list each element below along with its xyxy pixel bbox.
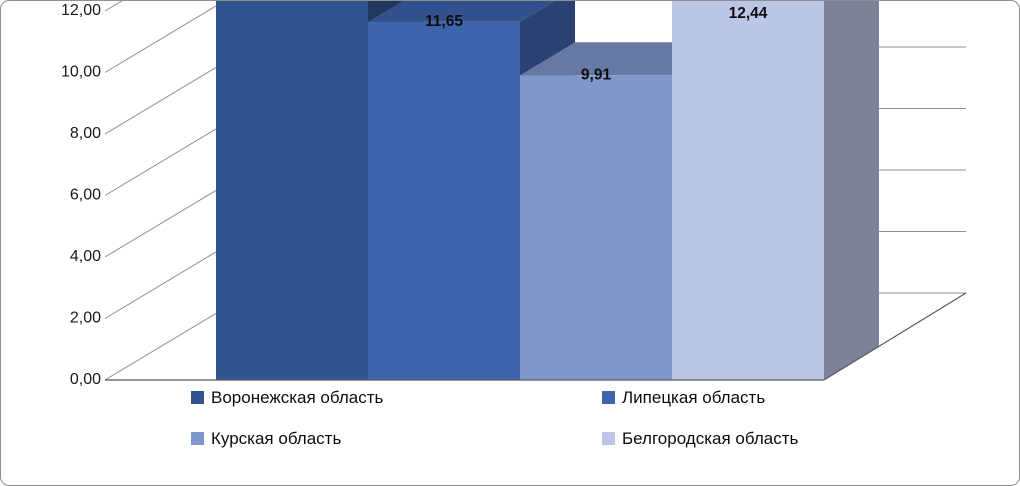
bar-top-face (368, 1, 555, 22)
gridline-left-6 (104, 1, 123, 12)
gridline-left-3 (104, 128, 217, 196)
y-axis-tick-label-3: 6,00 (70, 187, 101, 204)
bar-side-face (824, 1, 879, 380)
legend-marker-icon (191, 391, 204, 404)
legend-marker-icon (602, 432, 615, 445)
bar-front-face (520, 75, 672, 380)
y-axis-tick-label-6: 12,00 (61, 2, 101, 19)
y-axis-tick-label-0: 0,00 (70, 371, 101, 388)
value-label-4: 12,44 (729, 5, 768, 22)
value-label-2: 11,65 (425, 13, 463, 30)
legend-marker-icon (602, 391, 615, 404)
legend-label: Липецкая область (622, 388, 765, 407)
bar-front-face (672, 1, 824, 380)
y-axis-tick-label-1: 2,00 (70, 310, 101, 327)
bar-front-face (368, 21, 520, 380)
legend-item-3: Белгородская область (602, 429, 798, 448)
legend-label: Воронежская область (211, 388, 384, 407)
gridline-left-1 (104, 251, 217, 319)
gridline-left-5 (104, 5, 217, 73)
floor-front-edge (823, 292, 967, 381)
legend-item-0: Воронежская область (191, 388, 384, 407)
gridline-left-4 (104, 66, 217, 135)
y-axis-tick-label-2: 4,00 (70, 248, 101, 265)
y-axis-tick-label-5: 10,00 (61, 64, 101, 81)
value-label-3: 9,91 (581, 66, 612, 83)
legend-label: Белгородская область (622, 429, 798, 448)
legend-label: Курская область (211, 429, 341, 448)
legend-item-2: Курская область (191, 429, 341, 448)
bar-4 (672, 1, 879, 380)
legend-item-1: Липецкая область (602, 388, 765, 407)
y-axis-tick-label-4: 8,00 (70, 125, 101, 142)
gridline-left-2 (104, 189, 217, 258)
bar-front-face (216, 1, 368, 380)
gridline-left-0 (104, 312, 217, 381)
legend-marker-icon (191, 432, 204, 445)
